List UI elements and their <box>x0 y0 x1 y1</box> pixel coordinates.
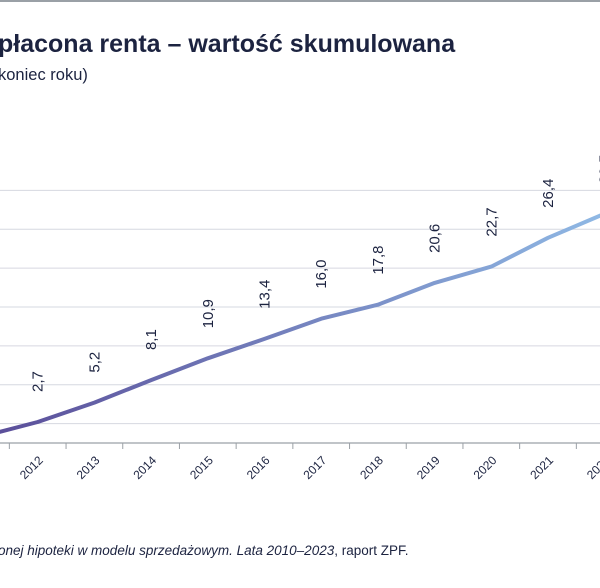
source-rest: , raport ZPF. <box>334 543 409 558</box>
chart-title: płacona renta – wartość skumulowana <box>0 30 456 58</box>
gridlines <box>0 189 600 425</box>
data-label: 5,2 <box>86 352 103 373</box>
x-tick-label: 2019 <box>414 453 443 482</box>
x-tick-label: 2020 <box>471 453 500 482</box>
x-tick-labels: 2012 2013 2014 2015 2016 2017 2018 2019 2020 2021… <box>17 453 600 482</box>
x-tick-label: 2015 <box>187 453 216 482</box>
data-label: 20,6 <box>427 224 444 253</box>
chart-subtitle: koniec roku) <box>0 66 88 84</box>
data-label: 22,7 <box>483 207 500 236</box>
x-tick-label: 2016 <box>244 453 273 482</box>
x-tick-label: 2014 <box>130 453 159 482</box>
source-italic: onej hipoteki w modelu sprzedażowym. Lat… <box>0 543 335 558</box>
x-tick-label: 2021 <box>527 453 556 482</box>
x-axis-ticks <box>8 443 577 449</box>
data-label: 17,8 <box>370 245 387 274</box>
top-rule <box>0 0 600 2</box>
data-label: 26,4 <box>540 179 557 208</box>
x-tick-label: 2017 <box>301 453 330 482</box>
source-note: onej hipoteki w modelu sprzedażowym. Lat… <box>0 543 409 558</box>
data-label: 16,0 <box>313 259 330 288</box>
data-label: 13,4 <box>257 280 274 309</box>
series-line <box>0 213 600 434</box>
x-tick-label: 2018 <box>357 453 386 482</box>
data-labels: 2,7 5,2 8,1 10,9 13,4 16,0 17,8 20,6 22,7 26,4 29,… <box>30 155 600 392</box>
data-label: 29,5 <box>597 155 600 184</box>
data-label: 2,7 <box>30 371 47 392</box>
x-tick-label: 2013 <box>74 453 103 482</box>
data-label: 10,9 <box>200 299 217 328</box>
x-tick-label: 2012 <box>17 453 46 482</box>
x-tick-label: 2022 <box>584 453 600 482</box>
data-label: 8,1 <box>143 329 160 350</box>
